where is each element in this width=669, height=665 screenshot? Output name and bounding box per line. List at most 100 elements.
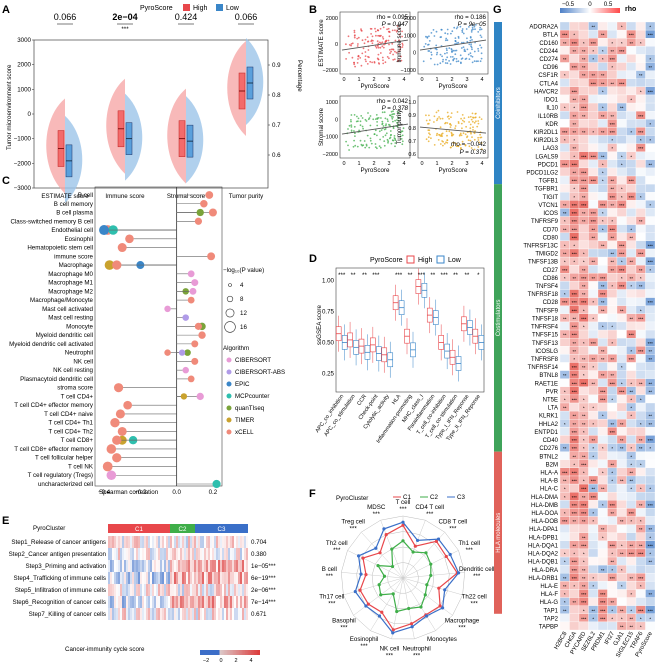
e-heat-cell [238, 560, 240, 572]
b-point [425, 114, 427, 117]
g-heat-cell [607, 167, 618, 177]
b-xtick: 4 [402, 161, 405, 167]
g-heat-cell [578, 524, 589, 533]
f-series-point [444, 554, 448, 559]
b-point [353, 29, 356, 32]
b-point [381, 36, 384, 38]
g-cell-signif: *** [572, 503, 578, 508]
e-heat-cell [122, 536, 124, 548]
g-cell-signif: ** [582, 535, 586, 540]
g-row-label: CD160 [539, 41, 558, 47]
e-heat-cell [168, 560, 170, 572]
g-heat-cell [588, 524, 599, 533]
g-cell-signif: *** [591, 495, 597, 500]
g-cell-signif: * [640, 616, 642, 621]
e-heat-cell [236, 560, 238, 572]
b-point [357, 36, 360, 39]
g-heat-cell [635, 151, 646, 160]
g-cell-signif: * [602, 162, 604, 167]
e-heat-cell [244, 536, 246, 548]
e-heat-cell [210, 548, 212, 560]
a-violin-high [227, 41, 246, 136]
b-point [471, 48, 473, 51]
b-point [477, 122, 480, 125]
g-heat-cell [645, 224, 656, 233]
e-heat-cell [138, 548, 140, 560]
b-point [446, 49, 448, 52]
b-point [465, 28, 468, 30]
b-point [374, 143, 377, 145]
b-point [460, 117, 462, 120]
e-heat-cell [170, 536, 172, 548]
g-heat-cell [569, 70, 580, 79]
a-violin-low [186, 96, 204, 184]
c-row-label: T cell CD8+ effector memory [14, 446, 94, 453]
e-heat-cell [192, 560, 194, 572]
b-xtick: 0 [342, 161, 345, 167]
e-heat-cell [238, 596, 240, 608]
g-cell-signif: ** [629, 479, 633, 484]
g-cell-signif: *** [591, 341, 597, 346]
b-point [391, 42, 394, 45]
g-heat-cell [635, 200, 646, 209]
e-heat-cell [162, 548, 164, 560]
d-signif: *** [441, 272, 449, 279]
b-ytick: 0 [413, 51, 416, 57]
g-cell-signif: ** [563, 446, 567, 451]
b-point [367, 55, 369, 58]
f-axis-label: NK cell [380, 646, 400, 653]
b-xtick: 4 [480, 77, 483, 83]
g-heat-cell [616, 354, 627, 363]
b-point [474, 113, 477, 115]
b-point [382, 46, 385, 49]
g-scale-cell [586, 8, 587, 13]
c-lollipop-dot [189, 287, 197, 295]
g-heat-cell [645, 216, 656, 225]
b-point [444, 122, 446, 125]
e-heat-cell [190, 536, 192, 548]
g-heat-cell [559, 338, 570, 347]
e-heat-cell [112, 584, 114, 596]
e-heat-cell [242, 596, 244, 608]
b-point [469, 139, 472, 142]
g-row-label: PDCD1LG2 [526, 171, 558, 177]
e-heat-cell [126, 572, 128, 584]
e-heat-cell [212, 584, 214, 596]
e-heat-cell [216, 560, 218, 572]
e-heat-cell [192, 536, 194, 548]
g-heat-cell [597, 435, 608, 444]
g-row-label: TAP2 [543, 616, 558, 622]
g-cell-signif: * [630, 381, 632, 386]
b-point [353, 130, 355, 132]
b-point [464, 58, 467, 60]
b-point [455, 42, 458, 45]
g-heat-cell [559, 621, 570, 631]
g-cell-signif: *** [648, 543, 654, 548]
g-row-label: HLA-DRA [532, 568, 558, 574]
g-row-label: IL10RB [538, 114, 558, 120]
e-heat-cell [216, 548, 218, 560]
g-heat-cell [607, 289, 618, 298]
b-point [381, 111, 384, 114]
b-point [460, 47, 463, 49]
b-point [370, 142, 373, 145]
g-cell-signif: *** [600, 292, 606, 297]
g-scale-cell [576, 8, 577, 13]
b-point [467, 53, 470, 56]
e-heat-cell [242, 536, 244, 548]
g-heat-cell [635, 386, 646, 396]
b-point [379, 35, 381, 38]
g-heat-cell [635, 54, 646, 63]
e-heat-cell [228, 560, 230, 572]
g-cell-signif: ** [572, 349, 576, 354]
e-heat-cell [146, 548, 148, 560]
e-heat-cell [218, 596, 220, 608]
f-axis-signif: *** [373, 511, 381, 518]
b-point [442, 144, 444, 147]
c-lollipop-dot [110, 417, 120, 428]
g-heat-cell [645, 208, 656, 217]
e-heat-cell [196, 596, 198, 608]
g-cell-signif: *** [572, 470, 578, 475]
g-heat-cell [597, 459, 608, 469]
g-cell-signif: * [621, 276, 623, 281]
